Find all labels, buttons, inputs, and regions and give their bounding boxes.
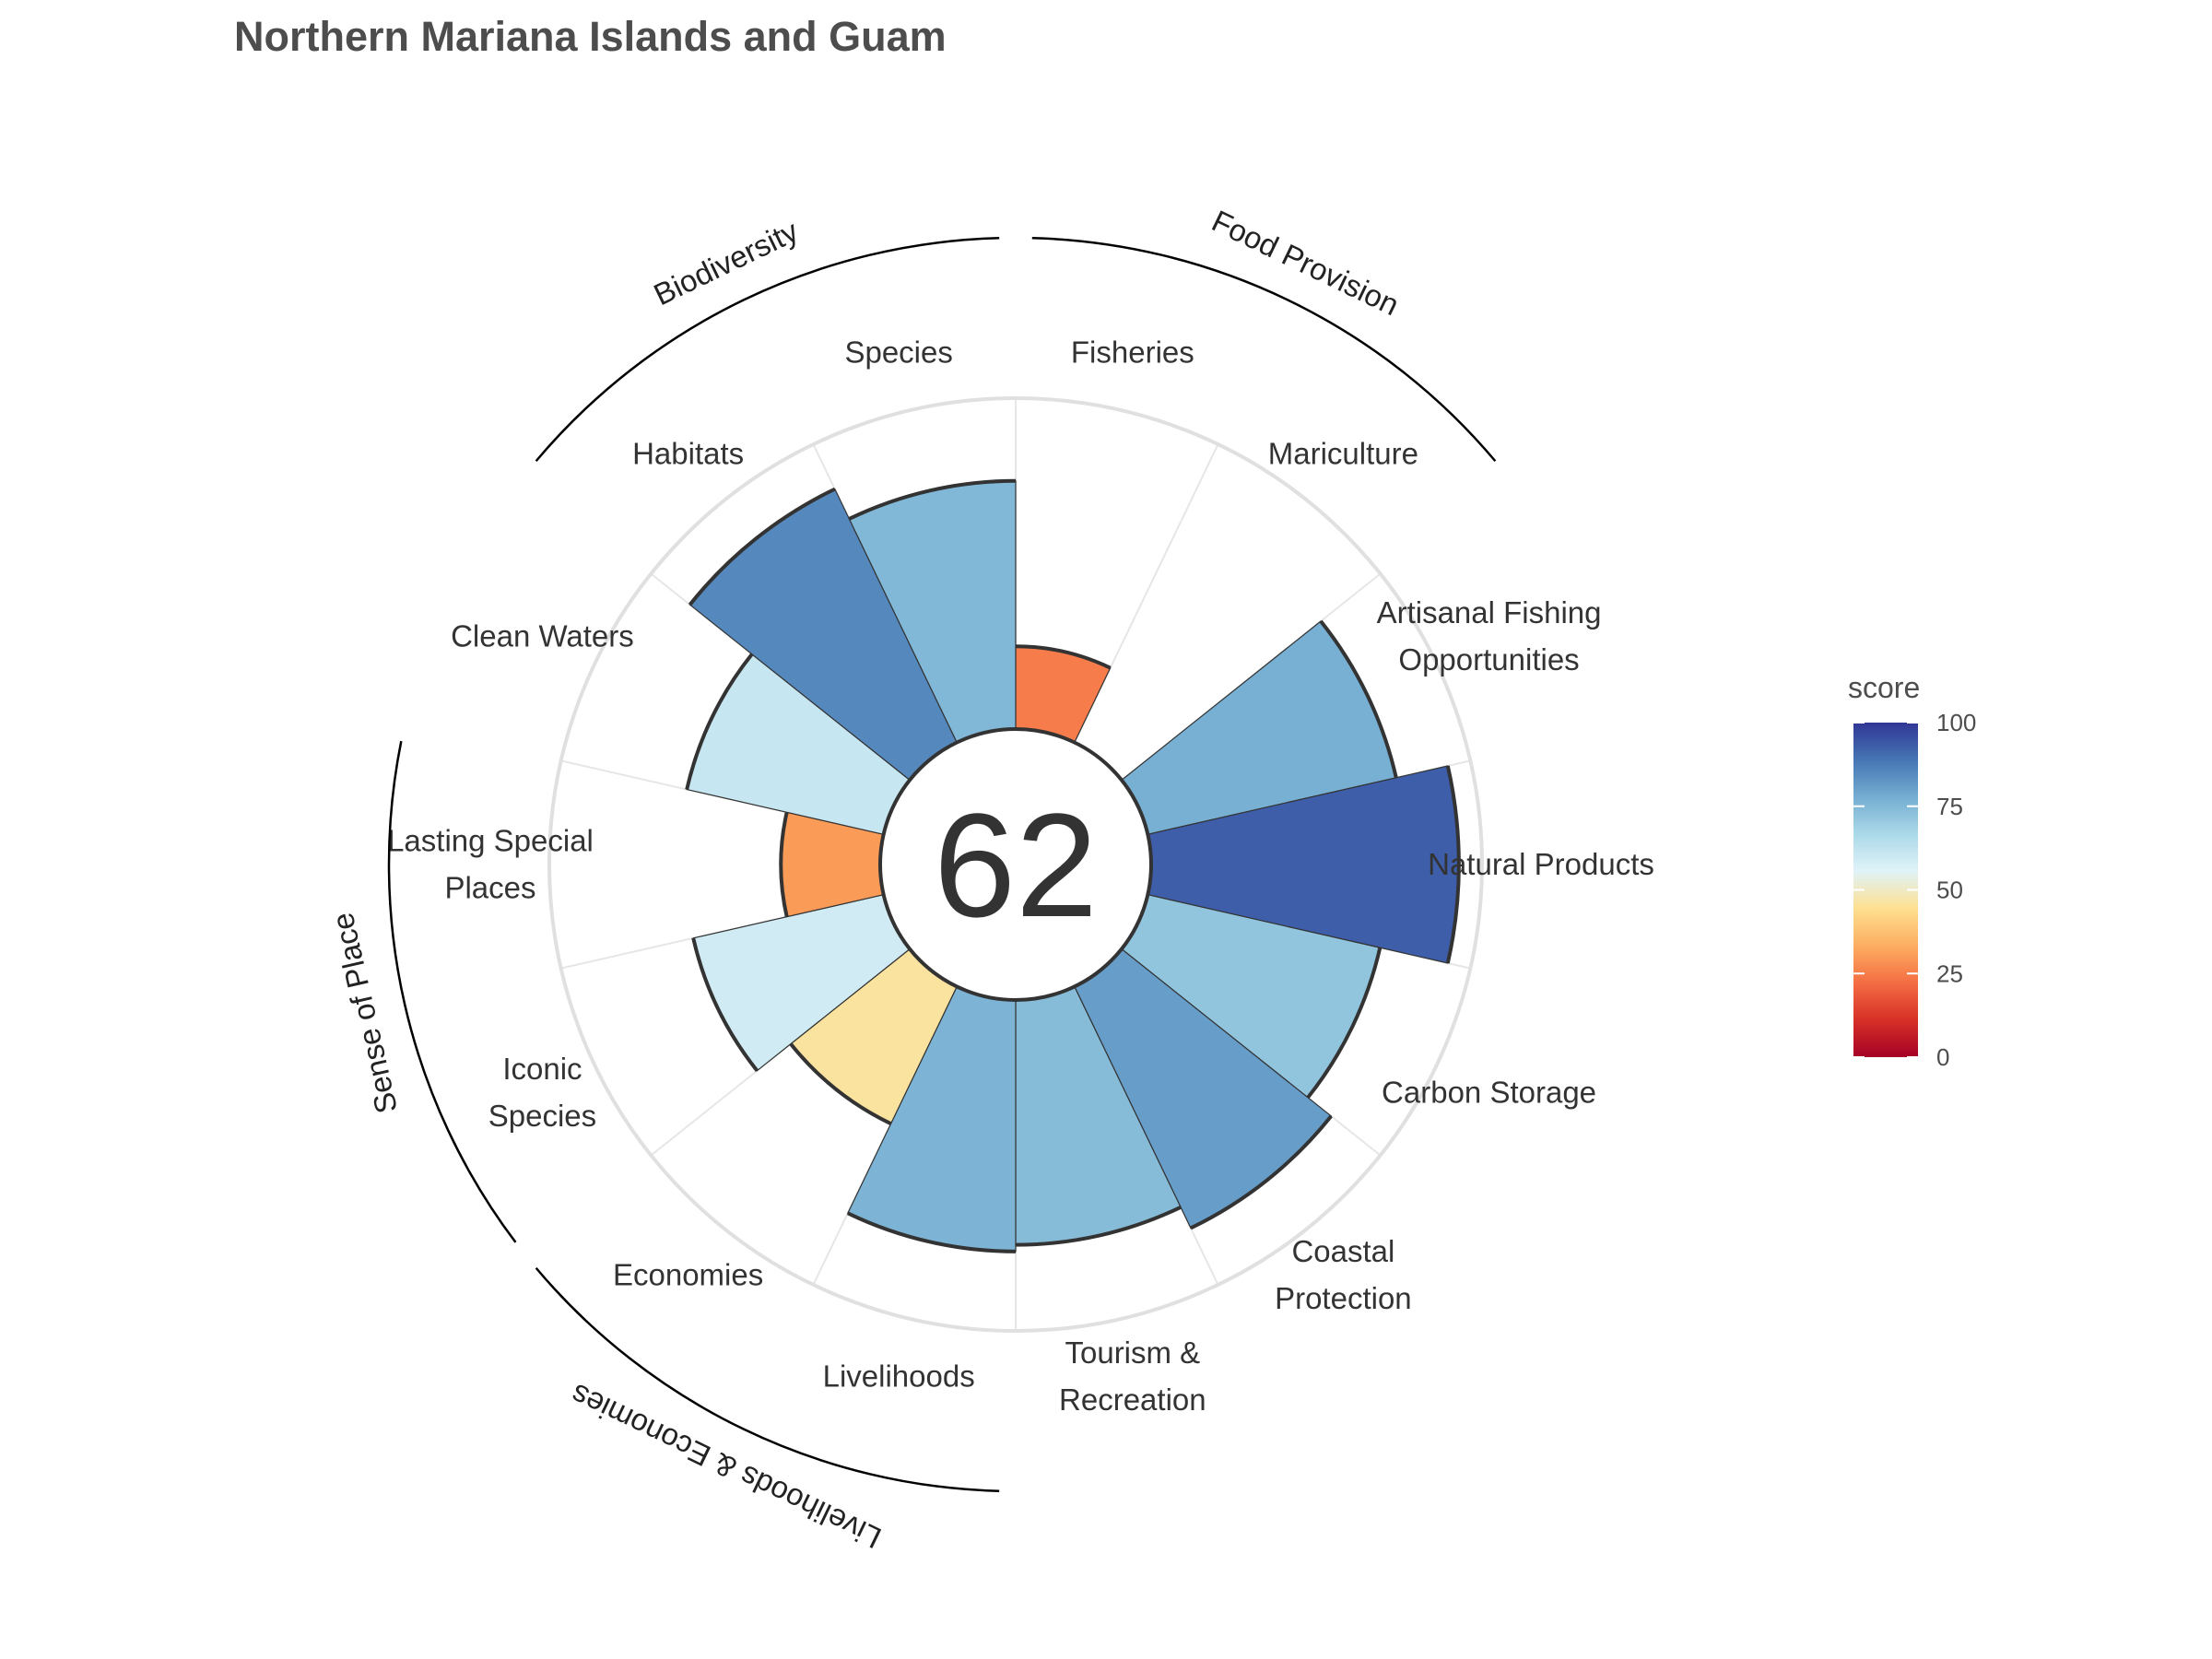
center: 62 [878, 727, 1153, 1002]
petal-edge-tourism-and-recreation [1015, 1205, 1182, 1247]
petal-edge-artisanal-fishing-opportunities [1319, 619, 1398, 779]
petal-edge-coastal-protection [1190, 1114, 1333, 1230]
overall-score: 62 [934, 782, 1098, 947]
petals [685, 478, 1461, 1253]
group-arc-food-provision [1031, 236, 1497, 463]
label-clean-waters: Clean Waters [451, 619, 634, 653]
label-mariculture: Mariculture [1268, 436, 1418, 470]
petal-edge-fisheries [1015, 644, 1112, 670]
color-legend: score 0 25 50 75 100 [1848, 671, 1976, 1071]
petal-edge-habitats [688, 487, 836, 606]
group-label-food-provision: Food Provision [1206, 204, 1404, 323]
petal-edge-clean-waters [685, 653, 754, 791]
legend-tick-75: 75 [1936, 793, 1963, 820]
petal-edge-natural-products [1445, 765, 1461, 964]
legend-tick-50: 50 [1936, 877, 1963, 904]
petal-edge-carbon-storage [1306, 947, 1382, 1100]
label-artisanal-fishing-opportunities: Artisanal Fishing Opportunities [1377, 595, 1602, 677]
segment-labels: Fisheries Mariculture Artisanal Fishing Opp… [387, 335, 1654, 1417]
chart-title: Northern Mariana Islands and Guam [234, 13, 947, 60]
legend-tick-25: 25 [1936, 959, 1963, 987]
group-label-biodiversity: Biodiversity [648, 214, 804, 312]
label-lasting-special-places: Lasting Special Places [387, 824, 594, 905]
legend-tick-100: 100 [1936, 709, 1976, 736]
center-circle [878, 727, 1153, 1002]
label-coastal-protection: Coastal Protection [1275, 1234, 1412, 1315]
label-tourism-and-recreation: Tourism & Recreation [1059, 1335, 1206, 1417]
label-iconic-species: Iconic Species [488, 1052, 596, 1133]
legend-tick-0: 0 [1936, 1043, 1949, 1071]
petal-edge-economies [789, 1042, 892, 1126]
label-habitats: Habitats [632, 436, 744, 470]
label-carbon-storage: Carbon Storage [1382, 1075, 1596, 1109]
label-fisheries: Fisheries [1071, 335, 1194, 369]
group-arc-livelihoods-and-economies [535, 1266, 1000, 1493]
petal-edge-lasting-special-places [779, 811, 789, 918]
petal-edge-livelihoods [846, 1211, 1017, 1253]
group-label-sense-of-place: Sense of Place [325, 910, 404, 1117]
label-species: Species [844, 335, 952, 369]
petal-edge-species [848, 478, 1017, 521]
legend-title: score [1848, 671, 1920, 704]
group-arc-sense-of-place [387, 740, 517, 1243]
grid-outer-ring [547, 396, 1484, 1333]
label-economies: Economies [613, 1258, 763, 1292]
petal-edge-iconic-species [691, 937, 759, 1072]
label-livelihoods: Livelihoods [823, 1359, 975, 1394]
group-arc-biodiversity [535, 236, 1000, 463]
label-natural-products: Natural Products [1428, 847, 1654, 881]
